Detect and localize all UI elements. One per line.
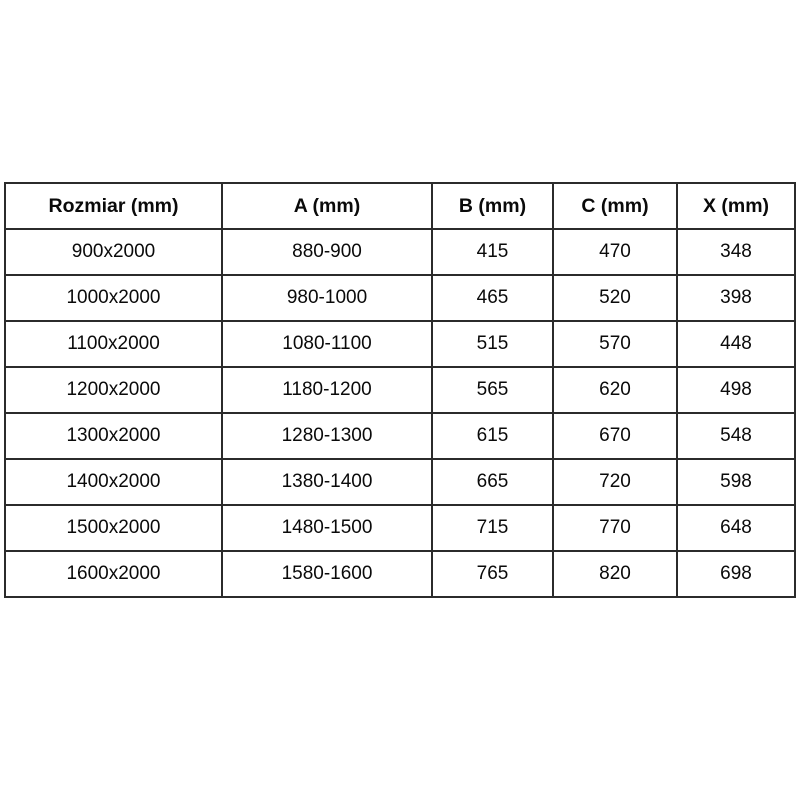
cell-rozmiar: 1600x2000 xyxy=(4,550,223,598)
cell-x: 398 xyxy=(676,274,796,322)
cell-c: 520 xyxy=(552,274,678,322)
table-row: 900x2000 880-900 415 470 348 xyxy=(4,228,796,276)
cell-x: 348 xyxy=(676,228,796,276)
cell-c: 670 xyxy=(552,412,678,460)
table-row: 1100x2000 1080-1100 515 570 448 xyxy=(4,320,796,368)
cell-x: 698 xyxy=(676,550,796,598)
cell-a: 880-900 xyxy=(221,228,433,276)
cell-rozmiar: 1100x2000 xyxy=(4,320,223,368)
cell-x: 548 xyxy=(676,412,796,460)
column-header-x: X (mm) xyxy=(676,182,796,230)
cell-b: 515 xyxy=(431,320,554,368)
cell-a: 1380-1400 xyxy=(221,458,433,506)
table-row: 1500x2000 1480-1500 715 770 648 xyxy=(4,504,796,552)
cell-b: 665 xyxy=(431,458,554,506)
cell-x: 498 xyxy=(676,366,796,414)
cell-rozmiar: 1500x2000 xyxy=(4,504,223,552)
table-row: 1000x2000 980-1000 465 520 398 xyxy=(4,274,796,322)
table-row: 1300x2000 1280-1300 615 670 548 xyxy=(4,412,796,460)
cell-a: 980-1000 xyxy=(221,274,433,322)
cell-a: 1480-1500 xyxy=(221,504,433,552)
cell-a: 1180-1200 xyxy=(221,366,433,414)
cell-a: 1280-1300 xyxy=(221,412,433,460)
cell-b: 615 xyxy=(431,412,554,460)
cell-rozmiar: 1400x2000 xyxy=(4,458,223,506)
table-row: 1400x2000 1380-1400 665 720 598 xyxy=(4,458,796,506)
cell-rozmiar: 1300x2000 xyxy=(4,412,223,460)
cell-rozmiar: 900x2000 xyxy=(4,228,223,276)
size-table: Rozmiar (mm) A (mm) B (mm) C (mm) X (mm)… xyxy=(4,182,796,598)
column-header-c: C (mm) xyxy=(552,182,678,230)
cell-b: 565 xyxy=(431,366,554,414)
cell-c: 620 xyxy=(552,366,678,414)
cell-rozmiar: 1200x2000 xyxy=(4,366,223,414)
cell-b: 465 xyxy=(431,274,554,322)
column-header-rozmiar: Rozmiar (mm) xyxy=(4,182,223,230)
cell-a: 1080-1100 xyxy=(221,320,433,368)
cell-c: 570 xyxy=(552,320,678,368)
cell-b: 415 xyxy=(431,228,554,276)
column-header-a: A (mm) xyxy=(221,182,433,230)
cell-c: 720 xyxy=(552,458,678,506)
size-table-container: Rozmiar (mm) A (mm) B (mm) C (mm) X (mm)… xyxy=(4,182,796,598)
table-row: 1200x2000 1180-1200 565 620 498 xyxy=(4,366,796,414)
cell-x: 448 xyxy=(676,320,796,368)
cell-x: 598 xyxy=(676,458,796,506)
cell-c: 470 xyxy=(552,228,678,276)
cell-x: 648 xyxy=(676,504,796,552)
table-row: 1600x2000 1580-1600 765 820 698 xyxy=(4,550,796,598)
header-row: Rozmiar (mm) A (mm) B (mm) C (mm) X (mm) xyxy=(4,182,796,230)
cell-b: 765 xyxy=(431,550,554,598)
column-header-b: B (mm) xyxy=(431,182,554,230)
cell-rozmiar: 1000x2000 xyxy=(4,274,223,322)
cell-a: 1580-1600 xyxy=(221,550,433,598)
cell-c: 820 xyxy=(552,550,678,598)
cell-b: 715 xyxy=(431,504,554,552)
cell-c: 770 xyxy=(552,504,678,552)
